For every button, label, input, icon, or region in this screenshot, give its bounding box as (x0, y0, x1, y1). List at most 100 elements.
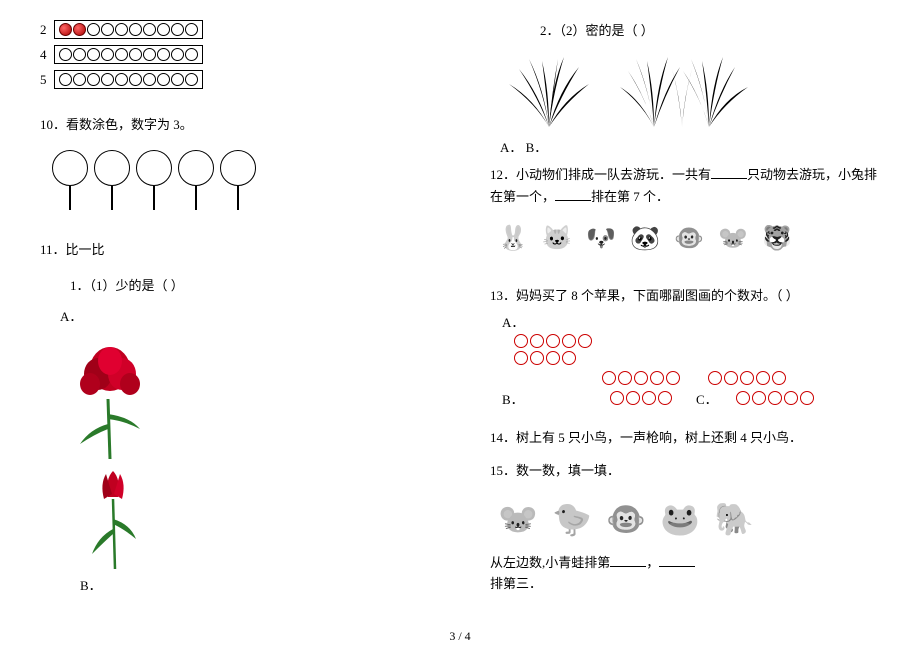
circle-icon (101, 73, 114, 86)
circle-row (708, 371, 814, 385)
red-circle-icon (768, 391, 782, 405)
red-circle-icon (634, 371, 648, 385)
animal-icon: 🐯 (758, 222, 796, 256)
circle-row (602, 371, 680, 385)
red-circle-icon (514, 334, 528, 348)
option-a: A． (502, 312, 880, 368)
red-circle-icon (752, 391, 766, 405)
red-circle-icon (740, 371, 754, 385)
lollipop-icon (178, 150, 214, 210)
q14-text: 14．树上有 5 只小鸟，一声枪响，树上还剩 4 只小鸟． (490, 428, 880, 449)
circle-row (736, 391, 814, 405)
option-a-label: A． (502, 312, 880, 331)
q15-tail-b: ， (646, 555, 659, 570)
circle-icon (143, 73, 156, 86)
q15-tail-c: 排第三． (490, 576, 542, 591)
circles-box (54, 70, 203, 89)
red-circle-icon (546, 351, 560, 365)
option-b-label: B． (502, 389, 524, 408)
red-circle-icon (666, 371, 680, 385)
red-circle-icon (772, 371, 786, 385)
circle-icon (171, 23, 184, 36)
red-circle-icon (530, 351, 544, 365)
bar-5: 5 (40, 70, 430, 89)
q12-text: 12．小动物们排成一队去游玩．一共有只动物去游玩，小兔排在第一个，排在第 7 个… (490, 164, 880, 208)
red-circle-icon (610, 391, 624, 405)
circle-icon (171, 73, 184, 86)
option-a-label: A． (60, 306, 430, 325)
lollipop-row (52, 150, 430, 210)
animal-icon: 🐘 (710, 496, 758, 542)
red-circle-icon (626, 391, 640, 405)
circle-icon (157, 23, 170, 36)
red-circle-icon (514, 351, 528, 365)
red-circle-icon (530, 334, 544, 348)
bar-label: 5 (40, 72, 54, 88)
blank (610, 552, 646, 567)
q10-text: 10．看数涂色，数字为 3。 (40, 115, 430, 136)
animal-icon: 🐤 (548, 496, 596, 542)
circle-row (610, 391, 672, 405)
circle-icon (115, 73, 128, 86)
option-c-label: C． (696, 389, 718, 408)
circle-icon (157, 48, 170, 61)
circle-icon (115, 23, 128, 36)
lollipop-icon (136, 150, 172, 210)
red-circle-icon (642, 391, 656, 405)
circle-icon (87, 48, 100, 61)
blank (711, 164, 747, 179)
red-circle-icon (724, 371, 738, 385)
circle-row (514, 334, 880, 348)
red-circle-icon (546, 334, 560, 348)
circle-icon (115, 48, 128, 61)
circle-icon (143, 23, 156, 36)
red-circle-icon (562, 334, 576, 348)
bar-label: 4 (40, 47, 54, 63)
bar-label: 2 (40, 22, 54, 38)
red-circle-icon (658, 391, 672, 405)
q11-1-text: 1．（1）少的是（ ） (70, 275, 430, 294)
animal-icon: 🐵 (602, 496, 650, 542)
animal-icon: 🐭 (494, 496, 542, 542)
q15-tail-a: 从左边数,小青蛙排第 (490, 555, 610, 570)
animal-icon: 🐶 (582, 222, 620, 256)
circle-icon (185, 73, 198, 86)
circle-icon (129, 23, 142, 36)
grass-dense-icon (614, 49, 754, 133)
circle-icon (157, 73, 170, 86)
red-circle-icon (736, 391, 750, 405)
q11-2-text: 2．（2）密的是（ ） (540, 20, 880, 39)
circle-icon (129, 73, 142, 86)
circle-icon (87, 23, 100, 36)
blank (659, 552, 695, 567)
q13-text: 13．妈妈买了 8 个苹果，下面哪副图画的个数对。（ ） (490, 286, 880, 307)
options-bc: B． C． (502, 368, 880, 408)
circle-icon (73, 73, 86, 86)
red-circle-icon (562, 351, 576, 365)
bar-2: 2 (40, 20, 430, 39)
circle-icon (171, 48, 184, 61)
q15-text: 15．数一数，填一填． (490, 461, 880, 482)
circle-icon (129, 48, 142, 61)
option-b: B． (502, 368, 680, 408)
red-circle-icon (618, 371, 632, 385)
animal-icon: 🐰 (494, 222, 532, 256)
q12-part-c: 排在第 7 个． (591, 189, 669, 204)
circles-box (54, 20, 203, 39)
red-circle-icon (602, 371, 616, 385)
ab-labels: A． B． (500, 137, 880, 156)
circle-icon (87, 73, 100, 86)
red-circle-icon (756, 371, 770, 385)
red-circle-icon (578, 334, 592, 348)
circle-icon (101, 48, 114, 61)
animals-row: 🐰🐱🐶🐼🐵🐭🐯 (494, 222, 880, 256)
circle-icon (59, 48, 72, 61)
lollipop-icon (220, 150, 256, 210)
bar-4: 4 (40, 45, 430, 64)
circle-icon (143, 48, 156, 61)
q11-text: 11．比一比 (40, 240, 430, 261)
circle-row (514, 351, 880, 365)
red-circle-icon (800, 391, 814, 405)
circles-box (54, 45, 203, 64)
option-c: C． (696, 368, 814, 408)
